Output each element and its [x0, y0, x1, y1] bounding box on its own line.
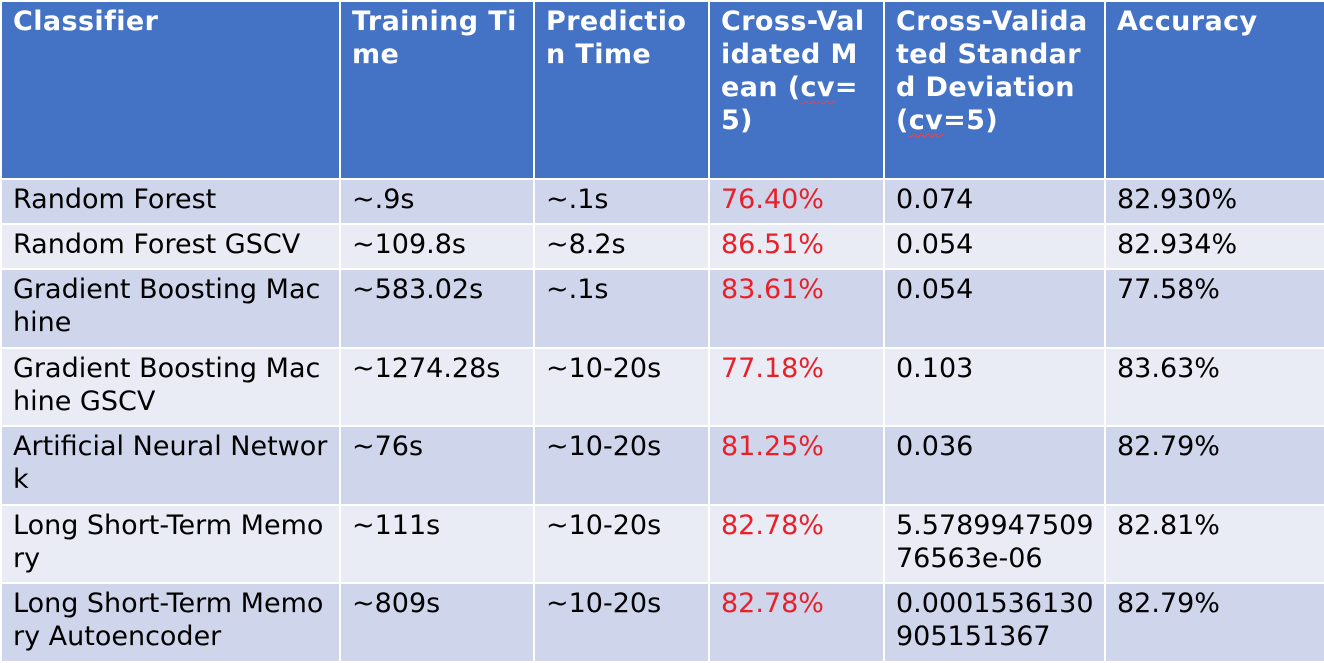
cell-cv-std: 0.074: [883, 178, 1106, 225]
header-accuracy: Accuracy: [1104, 0, 1324, 180]
cell-classifier: Random Forest: [0, 178, 341, 225]
cell-accuracy: 82.79%: [1104, 582, 1324, 663]
header-cv-mean-cv: cv: [800, 72, 835, 103]
header-cv-std: Cross-Validated Standard Deviation (cv=5…: [883, 0, 1106, 180]
header-classifier: Classifier: [0, 0, 341, 180]
cell-cv-std: 0.0001536130905151367: [883, 582, 1106, 663]
cell-training-time: ~583.02s: [339, 268, 535, 349]
table-row: Long Short-Term Memory ~111s ~10-20s 82.…: [0, 504, 1324, 584]
cell-training-time: ~.9s: [339, 178, 535, 225]
header-training-time: Training Time: [339, 0, 535, 180]
table-row: Gradient Boosting Machine ~583.02s ~.1s …: [0, 268, 1324, 349]
cell-prediction-time: ~10-20s: [533, 504, 710, 584]
cell-prediction-time: ~10-20s: [533, 347, 710, 427]
cell-training-time: ~111s: [339, 504, 535, 584]
cell-accuracy: 83.63%: [1104, 347, 1324, 427]
cell-cv-mean: 82.78%: [708, 504, 885, 584]
table-row: Random Forest ~.9s ~.1s 76.40% 0.074 82.…: [0, 178, 1324, 225]
cell-cv-mean: 76.40%: [708, 178, 885, 225]
header-prediction-time: Prediction Time: [533, 0, 710, 180]
cell-prediction-time: ~10-20s: [533, 425, 710, 506]
header-cv-mean-prefix: Cross-Validated Mean (: [721, 6, 865, 103]
header-cv-mean: Cross-Validated Mean (cv=5): [708, 0, 885, 180]
header-cv-std-prefix: Cross-Validated Standard Deviation (: [896, 6, 1088, 136]
cell-training-time: ~76s: [339, 425, 535, 506]
cell-cv-mean: 86.51%: [708, 223, 885, 270]
cell-training-time: ~809s: [339, 582, 535, 663]
cell-prediction-time: ~10-20s: [533, 582, 710, 663]
cell-cv-mean: 82.78%: [708, 582, 885, 663]
cell-cv-std: 0.054: [883, 223, 1106, 270]
header-cv-std-cv: cv: [908, 105, 944, 136]
table-row: Long Short-Term Memory Autoencoder ~809s…: [0, 582, 1324, 663]
cell-cv-mean: 83.61%: [708, 268, 885, 349]
header-row: Classifier Training Time Prediction Time…: [0, 0, 1324, 180]
cell-training-time: ~1274.28s: [339, 347, 535, 427]
cell-cv-std: 5.578994750976563e-06: [883, 504, 1106, 584]
cell-prediction-time: ~8.2s: [533, 223, 710, 270]
cell-classifier: Random Forest GSCV: [0, 223, 341, 270]
cell-cv-std: 0.054: [883, 268, 1106, 349]
cell-prediction-time: ~.1s: [533, 268, 710, 349]
table-row: Gradient Boosting Machine GSCV ~1274.28s…: [0, 347, 1324, 427]
header-cv-std-suffix: =5): [943, 105, 999, 136]
cell-training-time: ~109.8s: [339, 223, 535, 270]
cell-cv-mean: 77.18%: [708, 347, 885, 427]
table-row: Random Forest GSCV ~109.8s ~8.2s 86.51% …: [0, 223, 1324, 270]
cell-accuracy: 82.79%: [1104, 425, 1324, 506]
cell-cv-std: 0.036: [883, 425, 1106, 506]
cell-cv-mean: 81.25%: [708, 425, 885, 506]
cell-classifier: Gradient Boosting Machine GSCV: [0, 347, 341, 427]
cell-classifier: Long Short-Term Memory: [0, 504, 341, 584]
cell-accuracy: 82.934%: [1104, 223, 1324, 270]
cell-cv-std: 0.103: [883, 347, 1106, 427]
cell-classifier: Long Short-Term Memory Autoencoder: [0, 582, 341, 663]
cell-accuracy: 77.58%: [1104, 268, 1324, 349]
cell-classifier: Gradient Boosting Machine: [0, 268, 341, 349]
cell-accuracy: 82.930%: [1104, 178, 1324, 225]
cell-prediction-time: ~.1s: [533, 178, 710, 225]
table-row: Artificial Neural Network ~76s ~10-20s 8…: [0, 425, 1324, 506]
header-cv-mean-suffix: =5): [721, 72, 858, 136]
cell-accuracy: 82.81%: [1104, 504, 1324, 584]
cell-classifier: Artificial Neural Network: [0, 425, 341, 506]
